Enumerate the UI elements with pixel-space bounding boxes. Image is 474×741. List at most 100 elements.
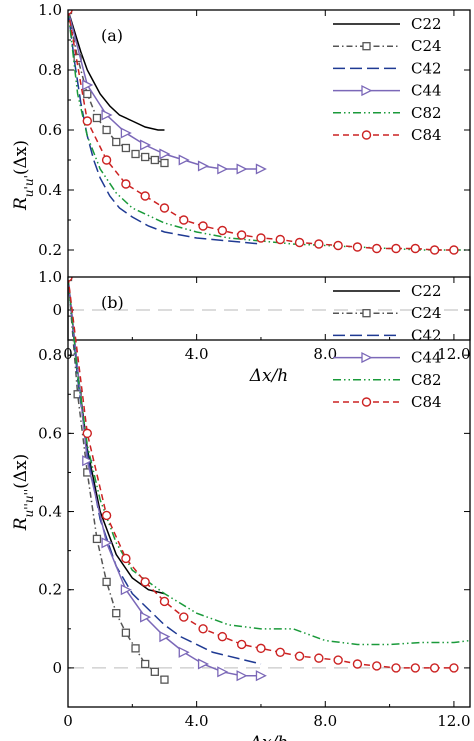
panel-label: (a) (101, 26, 123, 45)
y-tick-label: 0.8 (38, 61, 62, 79)
data-point-c44 (197, 160, 210, 172)
data-point-c44 (82, 455, 94, 467)
data-point-c24 (131, 644, 140, 653)
series-line-c22 (68, 10, 165, 131)
y-tick-label: 0.6 (38, 424, 62, 442)
data-point-c44 (217, 163, 229, 175)
plot-frame (67, 9, 471, 341)
series-line-c82 (68, 277, 470, 646)
data-point-c84 (275, 234, 285, 245)
data-point-c84 (429, 245, 440, 255)
legend-marker-c24 (362, 309, 371, 318)
legend-label-c24: C24 (411, 304, 442, 322)
data-point-c44 (101, 537, 113, 549)
data-point-c24 (121, 628, 131, 637)
data-point-c44 (140, 139, 152, 151)
x-tick-label: 4.0 (185, 712, 209, 730)
data-point-c84 (179, 215, 189, 225)
y-tick-label: 0 (52, 301, 62, 319)
data-point-c84 (68, 277, 73, 282)
data-point-c84 (449, 663, 459, 673)
legend-label-c44: C44 (411, 349, 442, 367)
data-point-c44 (140, 611, 152, 623)
data-point-c84 (391, 663, 401, 673)
legend: C22 C24 C42 C44 C82 C84 (333, 282, 442, 411)
x-tick-label: 8.0 (313, 345, 337, 363)
data-point-c84 (314, 239, 324, 249)
data-point-c84 (140, 577, 150, 587)
data-point-c24 (160, 158, 169, 168)
data-point-c24 (73, 390, 82, 399)
data-point-c24 (112, 137, 121, 147)
legend: C22 C24 C42 C44 C82 C84 (333, 15, 442, 144)
data-point-c84 (391, 243, 401, 254)
data-point-c84 (429, 663, 440, 673)
x-tick-label: 12.0 (437, 712, 470, 730)
plot-frame (67, 276, 471, 708)
data-point-c84 (314, 653, 324, 663)
data-point-c84 (333, 655, 343, 665)
data-point-c84 (101, 510, 112, 521)
legend-marker-c24 (362, 42, 371, 51)
plot-area (68, 10, 470, 255)
data-point-c84 (101, 155, 112, 165)
data-point-c44 (178, 154, 190, 166)
data-point-c44 (82, 79, 94, 91)
legend-label-c24: C24 (411, 37, 442, 55)
data-point-c24 (141, 152, 150, 162)
legend-marker-c84 (361, 130, 372, 140)
data-point-c24 (102, 125, 111, 135)
x-tick-label: 4.0 (185, 345, 209, 363)
legend-label-c84: C84 (411, 126, 442, 144)
y-tick-label: 0.2 (38, 241, 62, 259)
data-point-c84 (352, 659, 363, 669)
data-point-c44 (101, 109, 113, 121)
legend-marker-c84 (361, 397, 372, 407)
series-line-c84 (68, 277, 454, 669)
data-point-c84 (275, 647, 285, 657)
data-point-c84 (198, 624, 208, 634)
data-point-c84 (256, 643, 266, 654)
data-point-c84 (179, 612, 189, 622)
data-point-c24 (121, 143, 131, 153)
legend-label-c84: C84 (411, 393, 442, 411)
chart-panel-b: 0 0.2 0.4 0.6 0.8 1.0 0 4.0 8.0 12.0 Δx/h Ru''u''(Δ… (11, 268, 471, 741)
data-point-c84 (372, 243, 382, 254)
y-tick-label: 0.8 (38, 346, 62, 364)
y-tick-label: 0.6 (38, 121, 62, 139)
data-point-c24 (150, 667, 159, 676)
x-axis-label: Δx/h (249, 366, 289, 386)
chart-panel-a: 00.20.40.60.81.00 4.0 8.0 12.0Δx/hRu'u'(Δx)… (11, 1, 471, 386)
legend-marker-c44 (361, 85, 373, 97)
data-point-c24 (102, 577, 111, 587)
series-line-c42 (68, 10, 262, 245)
data-point-c24 (92, 534, 102, 544)
legend-label-c42: C42 (411, 59, 442, 77)
panel-label: (b) (101, 293, 124, 312)
legend-marker-c44 (361, 352, 373, 364)
data-point-c84 (333, 240, 343, 251)
series-line-c42 (68, 277, 262, 665)
y-tick-label: 0.4 (38, 503, 62, 521)
y-tick-label: 1.0 (38, 1, 62, 19)
legend-label-c82: C82 (411, 371, 442, 389)
y-axis-label: Ru'u'(Δx) (11, 140, 36, 211)
data-point-c24 (141, 659, 150, 669)
data-point-c44 (255, 163, 267, 175)
data-point-c84 (449, 245, 459, 255)
data-point-c24 (83, 89, 92, 99)
x-tick-label: 8.0 (313, 712, 337, 730)
data-point-c44 (255, 670, 267, 682)
data-point-c24 (92, 113, 102, 123)
data-point-c44 (197, 658, 210, 670)
legend-label-c42: C42 (411, 326, 442, 344)
x-tick-label: 12.0 (437, 345, 470, 363)
data-point-c44 (217, 666, 229, 678)
y-tick-label: 1.0 (38, 268, 62, 286)
legend-label-c44: C44 (411, 82, 442, 100)
legend-label-c22: C22 (411, 15, 442, 33)
series-line-c24 (68, 277, 165, 681)
y-axis-label: Ru''u''(Δx) (11, 454, 36, 532)
y-tick-label: 0 (52, 659, 62, 677)
